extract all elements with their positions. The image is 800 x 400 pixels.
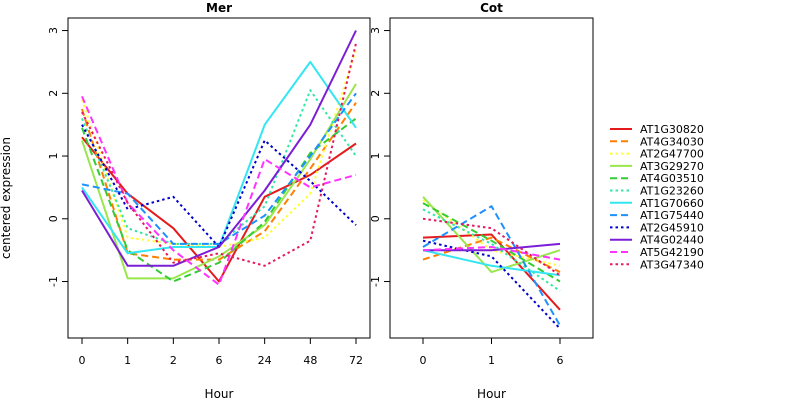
series-line-at4g02440: [423, 242, 561, 252]
series-line-at3g29270: [81, 83, 357, 280]
legend-label: AT4G03510: [640, 172, 704, 185]
y-axis-label: centered expression: [0, 137, 13, 259]
series-line-at4g34030: [81, 102, 357, 261]
legend-item: AT1G30820: [610, 123, 704, 136]
series-line-at3g47340: [81, 42, 357, 267]
y-tick-label: -1: [47, 276, 60, 287]
legend-label: AT4G02440: [640, 234, 704, 247]
series-line-at1g23260: [422, 208, 561, 292]
y-tick-label: 0: [369, 215, 382, 222]
panel-title: Cot: [480, 1, 503, 15]
series-line-at5g42190: [422, 246, 561, 261]
legend-label: AT4G34030: [640, 135, 704, 148]
legend-item: AT4G02440: [610, 234, 704, 247]
legend: AT1G30820AT4G34030AT2G47700AT3G29270AT4G…: [610, 123, 704, 271]
x-tick-label: 1: [124, 354, 131, 367]
y-tick-label: 1: [369, 153, 382, 160]
legend-label: AT1G23260: [640, 185, 704, 198]
x-tick-label: 0: [420, 354, 427, 367]
y-tick-label: 0: [47, 215, 60, 222]
x-tick-label: 6: [216, 354, 223, 367]
legend-label: AT2G45910: [640, 221, 704, 234]
series-line-at1g75440: [81, 92, 357, 245]
series-line-at3g47340: [422, 217, 561, 277]
y-tick-label: 2: [47, 90, 60, 97]
chart-panels: Mer -1 0 1 2 3 0 1 2 6 24 48 72 Hour Cot -1 0 1 2 3 0 1 6 Hour: [47, 1, 594, 400]
legend-item: AT4G34030: [610, 135, 704, 148]
series-line-at5g42190: [81, 96, 357, 286]
series-line-at2g45910: [422, 239, 561, 330]
y-tick-label: 1: [47, 153, 60, 160]
x-tick-label: 72: [349, 354, 363, 367]
y-tick-label: 2: [369, 90, 382, 97]
x-tick-label: 1: [488, 354, 495, 367]
x-axis-label: Hour: [477, 387, 506, 400]
legend-label: AT3G29270: [640, 160, 704, 173]
x-tick-label: 0: [79, 354, 86, 367]
series-line-at4g03510: [81, 117, 357, 283]
series-line-at1g70660: [422, 249, 561, 277]
series-line-at1g70660: [81, 60, 357, 255]
series-line-at4g02440: [81, 30, 357, 267]
y-tick-label: 3: [369, 27, 382, 34]
x-tick-label: 2: [170, 354, 177, 367]
legend-label: AT1G30820: [640, 123, 704, 136]
legend-label: AT3G47340: [640, 258, 704, 271]
series-line-at1g23260: [81, 89, 357, 245]
plot-frame: [389, 17, 594, 339]
x-tick-label: 48: [303, 354, 317, 367]
x-tick-label: 6: [557, 354, 564, 367]
legend-item: AT5G42190: [610, 246, 704, 259]
legend-label: AT2G47700: [640, 148, 704, 161]
y-tick-label: 3: [47, 27, 60, 34]
x-axis-label: Hour: [205, 387, 234, 400]
legend-label: AT1G70660: [640, 197, 704, 210]
legend-label: AT1G75440: [640, 209, 704, 222]
series-line-at1g75440: [422, 205, 561, 326]
legend-item: AT1G70660: [610, 197, 704, 210]
legend-item: AT3G47340: [610, 258, 704, 271]
series-line-at4g34030: [422, 236, 561, 273]
legend-item: AT4G03510: [610, 172, 704, 185]
panel-mer: Mer -1 0 1 2 3 0 1 2 6 24 48 72 Hour: [47, 1, 371, 400]
x-tick-label: 24: [258, 354, 272, 367]
y-tick-label: -1: [369, 276, 382, 287]
legend-item: AT2G47700: [610, 148, 704, 161]
legend-item: AT3G29270: [610, 160, 704, 173]
legend-item: AT1G75440: [610, 209, 704, 222]
legend-item: AT2G45910: [610, 221, 704, 234]
legend-item: AT1G23260: [610, 185, 704, 198]
legend-label: AT5G42190: [640, 246, 704, 259]
panel-cot: Cot -1 0 1 2 3 0 1 6 Hour: [369, 1, 594, 400]
panel-title: Mer: [206, 1, 232, 15]
series-line-at4g03510: [422, 202, 561, 283]
